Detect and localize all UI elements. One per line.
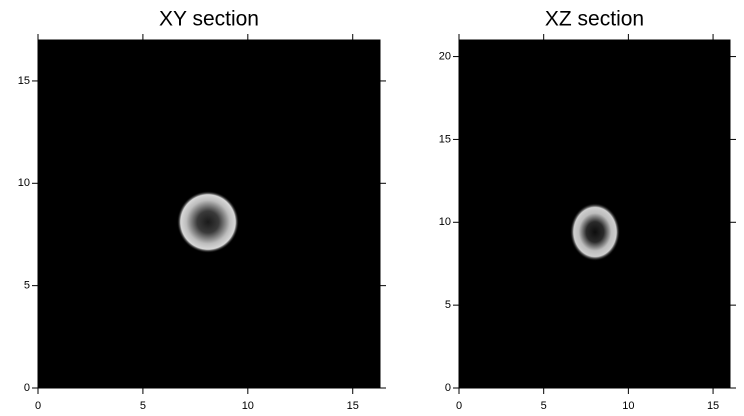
frame bbox=[37, 39, 381, 389]
panel: XY section 0 5 10 15 0 5 10 15 bbox=[18, 8, 386, 412]
panel: XZ section 0 5 10 15 0 5 10 15 20 bbox=[439, 8, 736, 412]
y-tick-label: 5 bbox=[445, 299, 451, 311]
y-tick-label: 15 bbox=[439, 133, 451, 145]
y-tick-label: 0 bbox=[24, 382, 30, 394]
ring-feature bbox=[177, 191, 239, 253]
y-tick-label: 0 bbox=[445, 382, 451, 394]
x-tick-label: 15 bbox=[347, 400, 359, 412]
frame bbox=[458, 39, 731, 389]
y-tick-label: 15 bbox=[18, 75, 30, 87]
x-tick-label: 15 bbox=[707, 400, 719, 412]
x-tick-label: 0 bbox=[456, 400, 462, 412]
title: XY section bbox=[159, 8, 259, 31]
x-tick-label: 10 bbox=[242, 400, 254, 412]
x-tick-label: 10 bbox=[622, 400, 634, 412]
title: XZ section bbox=[545, 8, 644, 31]
x-tick-label: 5 bbox=[140, 400, 146, 412]
y-tick-label: 5 bbox=[24, 280, 30, 292]
x-tick-label: 0 bbox=[35, 400, 41, 412]
x-tick-label: 5 bbox=[541, 400, 547, 412]
y-tick-label: 20 bbox=[439, 50, 451, 62]
ring-feature bbox=[570, 203, 620, 261]
y-tick-label: 10 bbox=[18, 177, 30, 189]
y-tick-label: 10 bbox=[439, 216, 451, 228]
